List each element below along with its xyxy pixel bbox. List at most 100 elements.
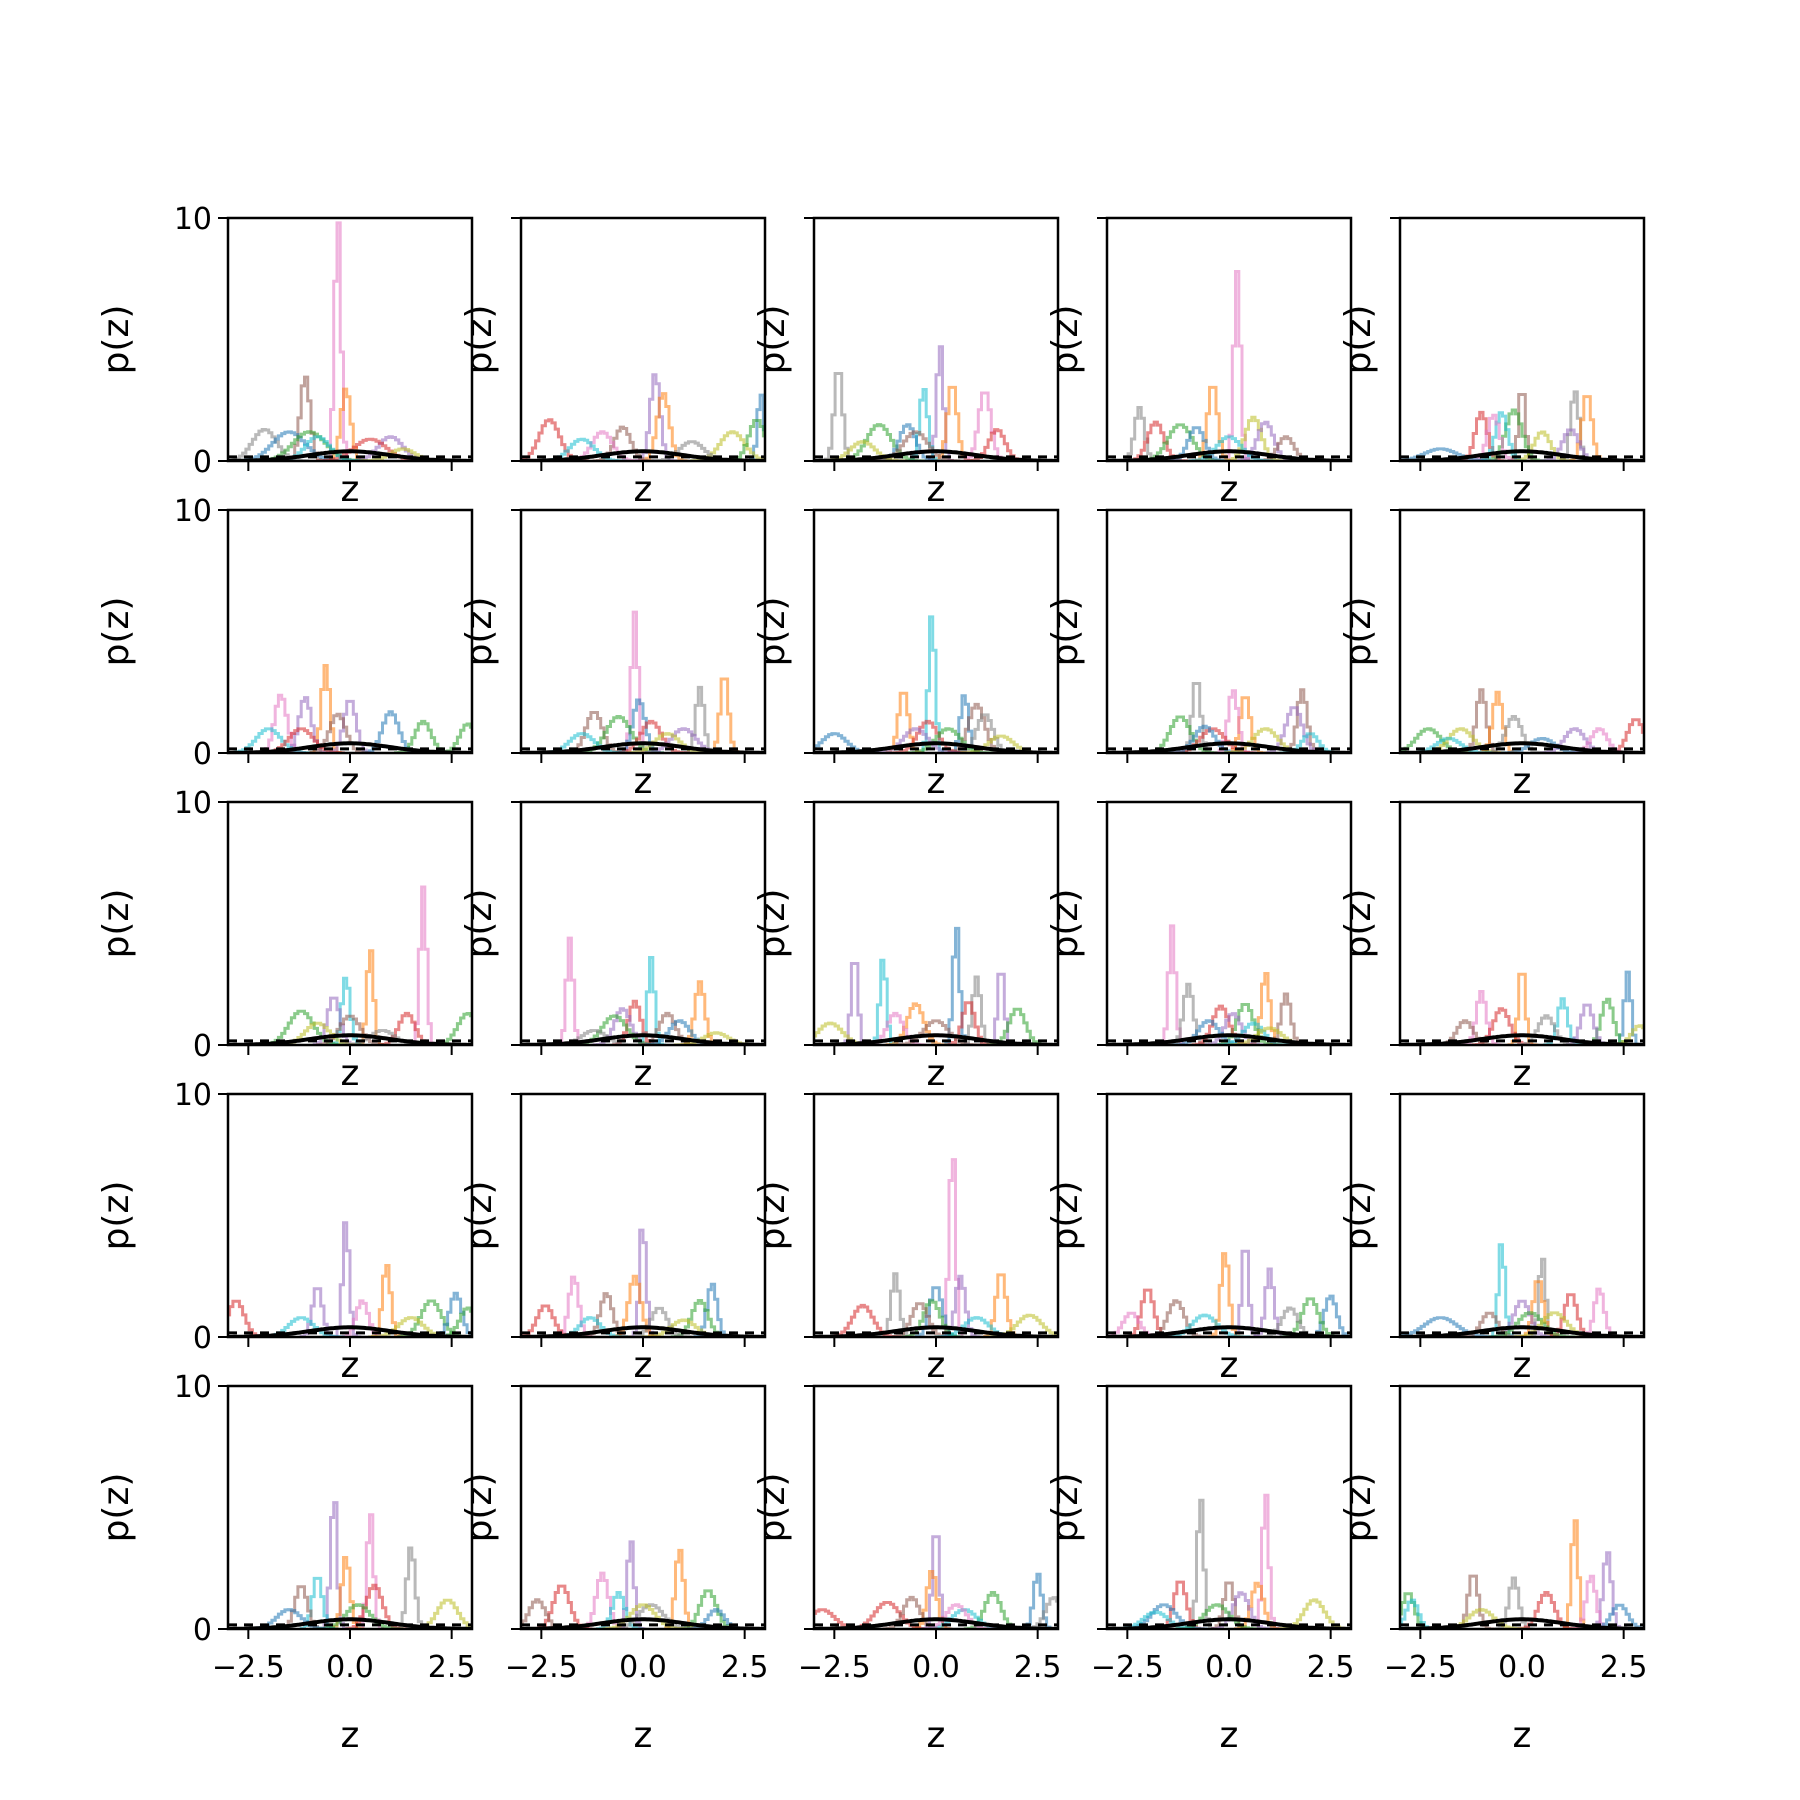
reference-gaussian-curve (1400, 449, 1644, 461)
y-axis-label: p(z) (1045, 305, 1086, 375)
x-axis-label: z (927, 1715, 946, 1756)
series-2 (371, 1264, 406, 1337)
y-axis-label: p(z) (96, 597, 137, 667)
series-7 (228, 727, 313, 753)
plot-area (814, 1158, 1058, 1337)
x-tick-label: 0.0 (1205, 1650, 1253, 1685)
subplot-r3-c1: 0 10 z p(z) (96, 786, 474, 1094)
plot-area (1107, 682, 1351, 753)
series-1 (1227, 270, 1250, 461)
reference-gaussian-curve (1400, 1617, 1644, 1629)
y-axis-label: p(z) (1338, 889, 1379, 959)
subplot-r4-c5: z p(z) (1338, 1092, 1646, 1386)
reference-gaussian-curve (1400, 1033, 1644, 1045)
y-axis-label: p(z) (459, 305, 500, 375)
x-axis-label: z (1513, 469, 1532, 510)
reference-gaussian-curve (814, 1617, 1058, 1629)
x-axis-label: z (341, 1053, 360, 1094)
subplot-r4-c1: 0 10 z p(z) (96, 1078, 474, 1386)
reference-gaussian-curve (814, 741, 1058, 753)
series-6 (1279, 1297, 1342, 1337)
series-7 (433, 1012, 472, 1045)
x-axis-label: z (634, 1715, 653, 1756)
plot-area (1107, 924, 1351, 1045)
y-axis-label: p(z) (1338, 597, 1379, 667)
plot-area (1107, 1493, 1351, 1629)
x-tick-label: −2.5 (1384, 1650, 1457, 1685)
series-9 (872, 727, 961, 753)
reference-gaussian-curve (228, 1033, 472, 1045)
x-tick-label: −2.5 (505, 1650, 578, 1685)
y-axis-label: p(z) (96, 1181, 137, 1251)
y-axis-label: p(z) (1045, 889, 1086, 959)
reference-gaussian-curve (814, 449, 1058, 461)
x-axis-label: z (341, 761, 360, 802)
subplot-r2-c5: z p(z) (1338, 508, 1646, 802)
y-axis-label: p(z) (459, 1181, 500, 1251)
y-tick-label: 0 (193, 737, 212, 772)
series-1 (1230, 1249, 1262, 1337)
reference-gaussian-curve (814, 1325, 1058, 1337)
x-axis-label: z (1220, 1053, 1239, 1094)
axes-frame (1105, 800, 1353, 1047)
subplot-r2-c4: z p(z) (1045, 508, 1353, 802)
y-axis-label: p(z) (96, 1473, 137, 1543)
plot-area (814, 926, 1058, 1045)
x-tick-label: 2.5 (721, 1650, 769, 1685)
series-1 (1562, 1519, 1591, 1629)
y-axis-label: p(z) (1338, 305, 1379, 375)
plot-area (521, 373, 765, 461)
plot-area (228, 664, 472, 753)
y-tick-label: 0 (193, 1613, 212, 1648)
y-axis-label: p(z) (459, 1473, 500, 1543)
series-7 (1204, 1012, 1265, 1045)
axes-frame (1105, 1384, 1353, 1631)
axes-frame (519, 216, 767, 463)
subplot-r1-c2: z p(z) (459, 216, 767, 510)
x-axis-label: z (1220, 469, 1239, 510)
y-tick-label: 10 (174, 202, 212, 237)
x-axis-label: z (1513, 761, 1532, 802)
subplot-r1-c1: 0 10 z p(z) (96, 202, 474, 510)
plot-area (1400, 688, 1644, 753)
subplot-r1-c4: z p(z) (1045, 216, 1353, 510)
series-4 (228, 1299, 267, 1337)
series-9 (316, 1603, 404, 1629)
x-axis-label: z (634, 1053, 653, 1094)
subplot-r2-c3: z p(z) (752, 508, 1060, 802)
reference-gaussian-curve (228, 1617, 472, 1629)
subplot-r5-c1: −2.5 0.0 2.5 0 10 z p(z) (96, 1370, 476, 1756)
plot-area (228, 1221, 472, 1337)
series-2 (709, 677, 744, 753)
subplot-r1-c5: z p(z) (1338, 216, 1646, 510)
x-axis-label: z (1513, 1715, 1532, 1756)
reference-gaussian-curve (1107, 1617, 1351, 1629)
series-1 (944, 926, 970, 1045)
plot-area (1400, 1243, 1644, 1337)
series-3 (1282, 688, 1324, 753)
series-10 (1514, 430, 1575, 461)
x-tick-label: 0.0 (1498, 1650, 1546, 1685)
x-tick-label: 2.5 (1600, 1650, 1648, 1685)
subplot-r1-c3: z p(z) (752, 216, 1060, 510)
y-axis-label: p(z) (1338, 1181, 1379, 1251)
y-axis-label: p(z) (752, 597, 793, 667)
axes-frame (1398, 508, 1646, 755)
axes-frame (519, 800, 767, 1047)
subplot-r4-c4: z p(z) (1045, 1092, 1353, 1386)
series-1 (413, 885, 437, 1045)
subplot-r3-c5: z p(z) (1338, 800, 1646, 1094)
series-2 (641, 392, 689, 461)
x-tick-label: −2.5 (1091, 1650, 1164, 1685)
subplot-r4-c3: z p(z) (752, 1092, 1060, 1386)
reference-gaussian-curve (1107, 449, 1351, 461)
x-axis-label: z (927, 469, 946, 510)
y-tick-label: 0 (193, 1321, 212, 1356)
x-tick-label: −2.5 (798, 1650, 871, 1685)
y-tick-label: 10 (174, 1370, 212, 1405)
x-axis-label: z (341, 469, 360, 510)
plot-area (1400, 970, 1644, 1045)
x-axis-label: z (341, 1715, 360, 1756)
y-tick-label: 10 (174, 494, 212, 529)
y-tick-label: 10 (174, 786, 212, 821)
